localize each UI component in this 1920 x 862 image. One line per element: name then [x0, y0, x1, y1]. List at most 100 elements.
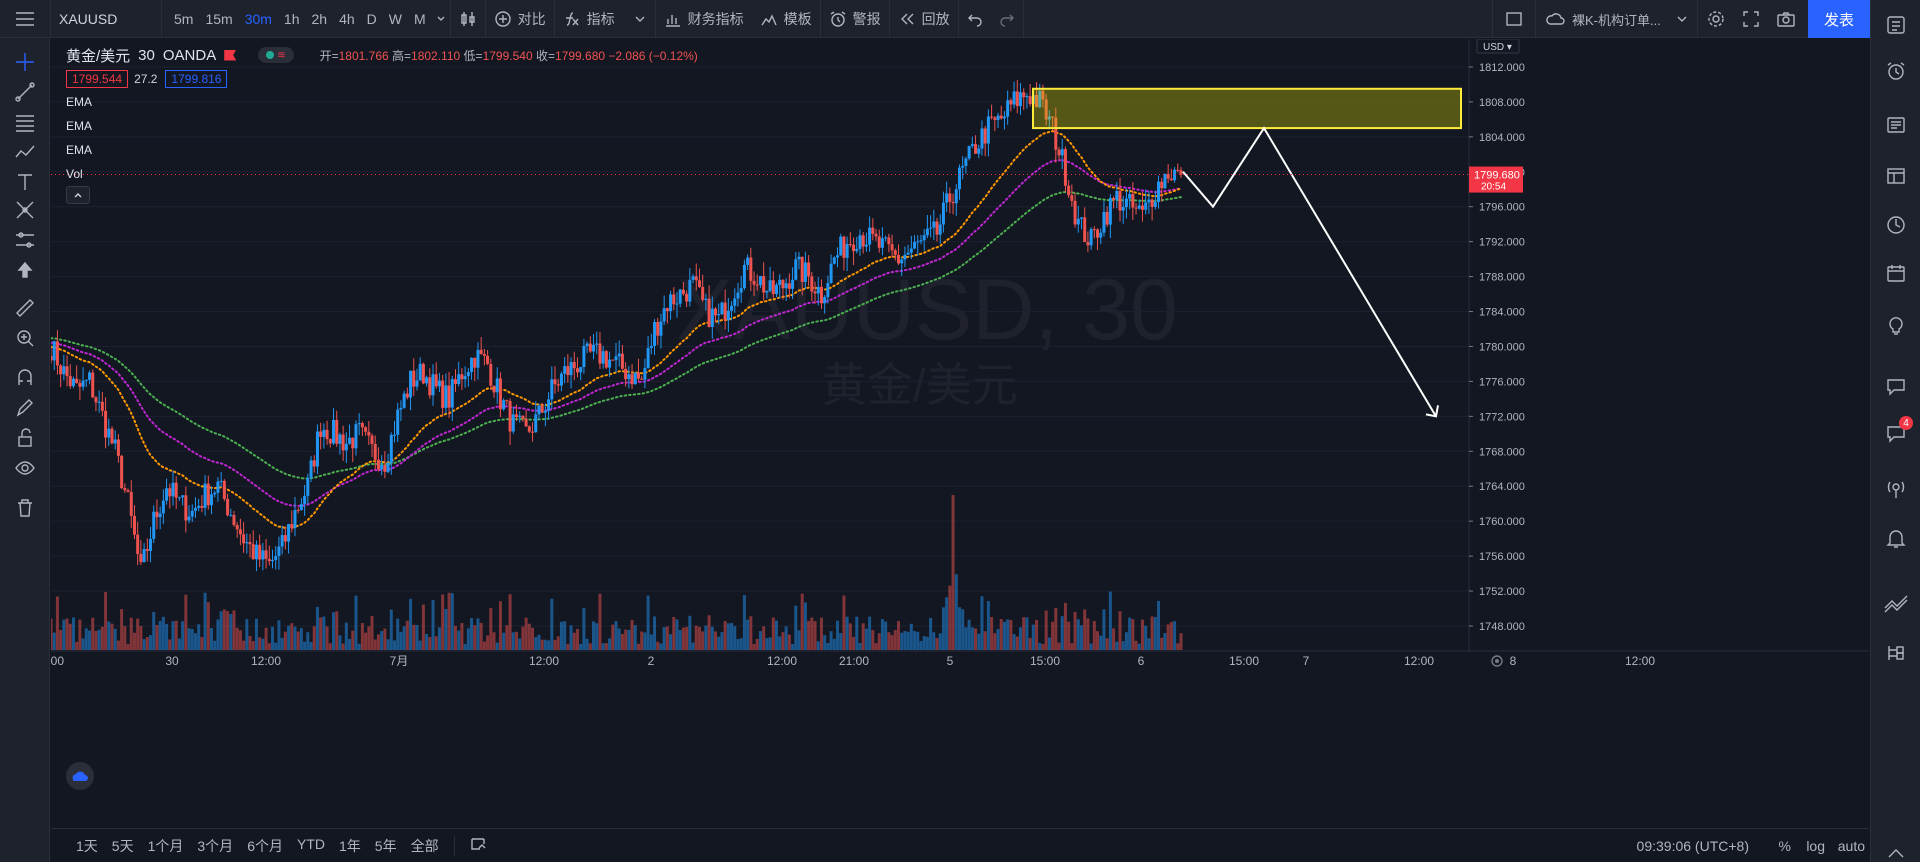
crosshair-tool[interactable] — [13, 50, 37, 74]
ideas-button[interactable] — [1883, 312, 1909, 338]
range-button[interactable]: 1年 — [338, 837, 361, 854]
projection-path[interactable] — [1182, 126, 1437, 417]
buy-price[interactable]: 1799.816 — [165, 70, 228, 88]
interval-1h[interactable]: 1h — [283, 10, 300, 27]
snapshot-button[interactable] — [1768, 0, 1804, 38]
currency-label[interactable]: USD ▾ — [1483, 42, 1512, 53]
interval-5m[interactable]: 5m — [174, 10, 194, 27]
stay-drawing-tool[interactable] — [13, 396, 37, 420]
financials-label: 财务指标 — [687, 10, 744, 27]
volume-bar — [126, 643, 130, 650]
projection-tool[interactable] — [13, 198, 37, 222]
chart-area[interactable]: XAUUSD, 30 黄金/美元 1816.0001812.0001808.00… — [34, 27, 1869, 862]
news-button[interactable] — [1883, 112, 1909, 138]
templates-button[interactable]: 模板 — [752, 0, 820, 38]
indicator-vol[interactable]: Vol — [66, 167, 83, 181]
indicators-button[interactable]: 指标 — [555, 0, 655, 38]
undo-button[interactable] — [959, 0, 991, 38]
trading-button[interactable] — [1883, 590, 1909, 616]
volume-bar — [559, 621, 563, 650]
measure-range-tool[interactable] — [13, 228, 37, 252]
candle-body — [1137, 205, 1141, 209]
log-scale-button[interactable]: log — [1806, 838, 1825, 854]
crosshair-icon — [16, 53, 34, 71]
fib-tool[interactable] — [13, 110, 37, 134]
tradingview-logo[interactable] — [66, 762, 94, 790]
goto-date-button[interactable] — [463, 836, 493, 855]
layout-name-button[interactable]: 裸K-机构订单... — [1536, 0, 1697, 38]
percent-scale-button[interactable]: % — [1778, 838, 1791, 854]
compare-button[interactable]: 对比 — [486, 0, 554, 38]
publish-button[interactable]: 发表 — [1808, 0, 1870, 38]
market-status-pill[interactable]: ≋ — [258, 47, 294, 63]
interval-dropdown-icon[interactable] — [432, 0, 450, 38]
range-button[interactable]: 5年 — [374, 837, 397, 854]
object-tree-button[interactable] — [1883, 640, 1909, 666]
zoom-tool[interactable] — [13, 326, 37, 350]
time-axis[interactable]: 12:00 30 12:00 7月 12:00 2 12:00 21:00 5 15:00 6 15:… — [34, 650, 1869, 668]
range-button[interactable]: 3个月 — [197, 837, 234, 854]
collapse-legend-button[interactable] — [66, 186, 90, 204]
interval-W[interactable]: W — [388, 10, 402, 27]
hotlists-button[interactable] — [1883, 212, 1909, 238]
ruler-tool[interactable] — [13, 296, 37, 320]
range-button[interactable]: 1天 — [76, 837, 98, 854]
visibility-tool[interactable] — [13, 456, 37, 480]
interval-30m[interactable]: 30m — [244, 10, 272, 27]
indicator-ema-1[interactable]: EMA — [66, 95, 93, 109]
lock-tool[interactable] — [13, 426, 37, 450]
fullscreen-button[interactable] — [1734, 0, 1768, 38]
chat-button[interactable] — [1883, 373, 1909, 399]
watchlist-button[interactable] — [1883, 12, 1909, 38]
chart-style-button[interactable] — [451, 0, 485, 38]
price-axis[interactable]: 1816.0001812.0001808.0001804.0001800.000… — [51, 27, 1869, 651]
redo-button[interactable] — [991, 0, 1023, 38]
symbol-description[interactable]: 黄金/美元 — [66, 47, 131, 65]
interval-4h[interactable]: 4h — [339, 10, 355, 27]
range-button[interactable]: 1个月 — [147, 837, 184, 854]
indicator-ema-2[interactable]: EMA — [66, 119, 93, 133]
layout-select-button[interactable] — [1493, 0, 1535, 38]
alerts-button[interactable] — [1883, 58, 1909, 84]
candle-body — [649, 345, 653, 349]
trendline-tool[interactable] — [13, 80, 37, 104]
range-button[interactable]: 6个月 — [247, 837, 283, 854]
interval-2h[interactable]: 2h — [311, 10, 328, 27]
chart-settings-gear-icon[interactable] — [1491, 655, 1503, 667]
supply-zone-rectangle[interactable] — [1032, 87, 1462, 130]
pattern-tool[interactable] — [13, 140, 37, 164]
range-button[interactable]: YTD — [296, 835, 325, 852]
financials-button[interactable]: 财务指标 — [656, 0, 752, 38]
clock[interactable]: 09:39:06 (UTC+8) — [1636, 838, 1749, 854]
currency-button[interactable] — [1476, 38, 1520, 54]
interval-M[interactable]: M — [414, 10, 426, 27]
chart-canvas[interactable]: XAUUSD, 30 黄金/美元 1816.0001812.0001808.00… — [34, 27, 1869, 828]
data-window-button[interactable] — [1883, 163, 1909, 189]
indicator-ema-3[interactable]: EMA — [66, 143, 93, 157]
volume-bar — [1176, 643, 1180, 650]
interval-15m[interactable]: 15m — [205, 10, 233, 27]
text-tool[interactable] — [13, 170, 37, 194]
streams-button[interactable] — [1883, 476, 1909, 502]
settings-button[interactable] — [1698, 0, 1734, 38]
menu-icon[interactable] — [0, 0, 50, 38]
expand-panel-button[interactable] — [1883, 840, 1909, 862]
alert-button[interactable]: 警报 — [821, 0, 889, 38]
symbol-search[interactable]: XAUUSD — [59, 10, 118, 27]
messages-button[interactable]: 4 — [1883, 416, 1913, 446]
calendar-button[interactable] — [1883, 260, 1909, 286]
replay-button[interactable]: 回放 — [890, 0, 958, 38]
magnet-tool[interactable] — [13, 366, 37, 390]
auto-scale-button[interactable]: auto — [1837, 838, 1865, 854]
drawings[interactable] — [1032, 87, 1462, 418]
candle-body — [65, 366, 69, 377]
notifications-button[interactable] — [1883, 525, 1909, 551]
range-button[interactable]: 5天 — [111, 837, 134, 854]
arrow-tool[interactable] — [13, 258, 37, 282]
delete-tool[interactable] — [13, 496, 37, 520]
interval-D[interactable]: D — [366, 10, 377, 27]
candle-body — [242, 534, 246, 544]
sell-price[interactable]: 1799.544 — [66, 70, 129, 88]
candle-body — [1121, 207, 1125, 211]
range-button[interactable]: 全部 — [410, 837, 439, 854]
